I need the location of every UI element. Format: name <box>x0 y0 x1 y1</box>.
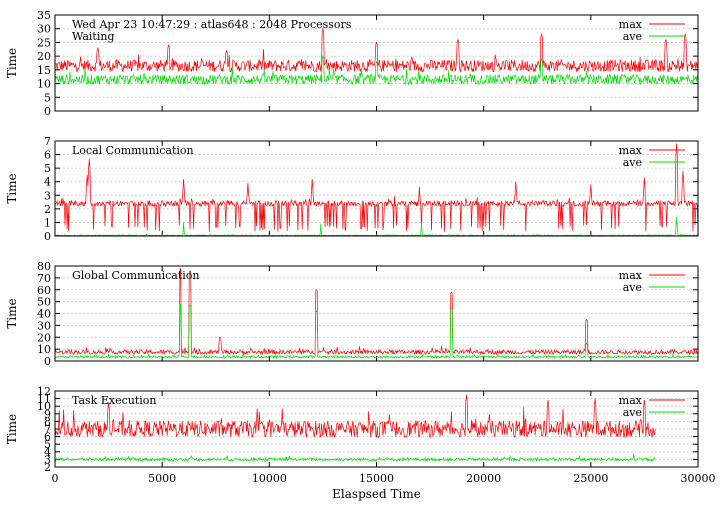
legend-label-max: max <box>619 144 643 157</box>
y-tick-label: 3 <box>44 189 51 202</box>
y-tick-label: 9 <box>44 408 51 421</box>
y-tick-label: 20 <box>37 331 51 344</box>
x-tick-label: 25000 <box>573 472 608 485</box>
y-tick-label: 15 <box>37 64 51 77</box>
y-axis-title: Time <box>5 173 19 203</box>
y-tick-label: 60 <box>37 284 51 297</box>
y-tick-label: 70 <box>37 272 51 285</box>
y-tick-label: 0 <box>44 105 51 118</box>
legend-label-max: max <box>619 269 643 282</box>
y-tick-label: 35 <box>37 9 51 22</box>
panel-title: Task Execution <box>72 394 156 407</box>
y-tick-label: 0 <box>44 355 51 368</box>
series-line-max <box>54 394 656 439</box>
series-line-ave <box>54 54 699 86</box>
y-axis-title: Time <box>5 414 19 444</box>
x-tick-label: 20000 <box>466 472 501 485</box>
legend-label-ave: ave <box>623 30 642 43</box>
y-tick-label: 6 <box>44 431 51 444</box>
series-line-ave <box>54 304 699 360</box>
panel-subtitle: Waiting <box>72 30 115 43</box>
x-tick-label: 15000 <box>359 472 394 485</box>
y-tick-label: 2 <box>44 203 51 216</box>
y-tick-label: 20 <box>37 50 51 63</box>
y-tick-label: 4 <box>44 446 51 459</box>
series-line-max <box>54 268 699 356</box>
y-tick-label: 5 <box>44 438 51 451</box>
y-tick-label: 11 <box>37 393 51 406</box>
legend-label-max: max <box>619 18 643 31</box>
plot-frame <box>54 140 699 237</box>
y-tick-label: 40 <box>37 308 51 321</box>
legend-label-ave: ave <box>623 406 642 419</box>
y-axis-title: Time <box>5 48 19 78</box>
y-tick-label: 10 <box>37 78 51 91</box>
panel-title: Wed Apr 23 10:47:29 : atlas648 : 2048 Pr… <box>72 18 352 31</box>
series-line-max <box>54 143 699 232</box>
y-tick-label: 2 <box>44 461 51 474</box>
y-tick-label: 4 <box>44 176 51 189</box>
y-tick-label: 5 <box>44 162 51 175</box>
y-tick-label: 80 <box>37 260 51 273</box>
x-axis-title: Elaspsed Time <box>332 487 421 501</box>
y-tick-label: 25 <box>37 36 51 49</box>
x-tick-label: 0 <box>52 472 59 485</box>
y-tick-label: 1 <box>44 216 51 229</box>
legend-label-max: max <box>619 394 643 407</box>
y-tick-label: 0 <box>44 230 51 243</box>
y-tick-label: 3 <box>44 453 51 466</box>
y-tick-label: 30 <box>37 23 51 36</box>
y-tick-label: 10 <box>37 343 51 356</box>
x-tick-label: 30000 <box>681 472 716 485</box>
y-tick-label: 7 <box>44 423 51 436</box>
y-tick-label: 6 <box>44 149 51 162</box>
legend-label-ave: ave <box>623 156 642 169</box>
y-tick-label: 5 <box>44 91 51 104</box>
series-line-max <box>54 27 699 73</box>
legend-label-ave: ave <box>623 281 642 294</box>
y-axis-title: Time <box>5 298 19 328</box>
plot-frame <box>54 265 699 362</box>
y-tick-label: 10 <box>37 400 51 413</box>
series-line-ave <box>54 216 699 237</box>
x-tick-label: 5000 <box>148 472 176 485</box>
panel-title: Local Communication <box>72 144 194 157</box>
y-tick-label: 7 <box>44 135 51 148</box>
y-tick-label: 30 <box>37 319 51 332</box>
plot-frame <box>54 390 699 468</box>
y-tick-label: 12 <box>37 385 51 398</box>
series-line-ave <box>54 454 656 463</box>
plot-frame <box>54 14 699 112</box>
x-tick-label: 10000 <box>252 472 287 485</box>
panel-title: Global Communication <box>72 269 200 282</box>
y-tick-label: 50 <box>37 296 51 309</box>
y-tick-label: 8 <box>44 415 51 428</box>
